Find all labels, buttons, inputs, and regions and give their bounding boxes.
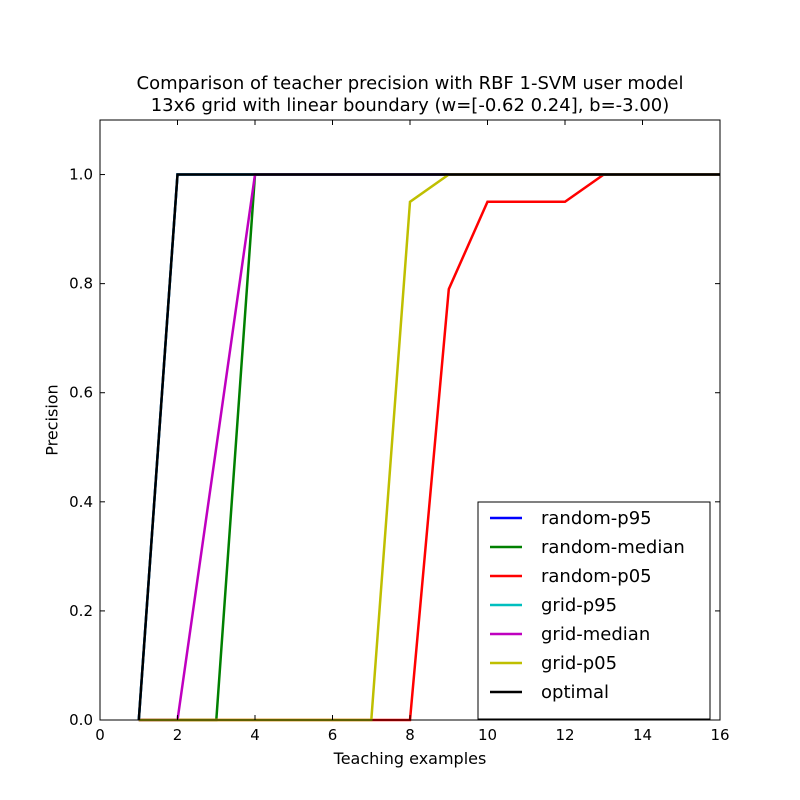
legend-label: grid-p05 xyxy=(541,653,617,674)
chart-subtitle: 13x6 grid with linear boundary (w=[-0.62… xyxy=(150,95,670,116)
y-tick-label: 0.6 xyxy=(69,384,93,402)
y-tick-label: 0.4 xyxy=(69,493,93,511)
x-tick-label: 16 xyxy=(710,726,729,744)
y-tick-label: 0.0 xyxy=(69,711,93,729)
x-tick-label: 6 xyxy=(328,726,338,744)
x-tick-label: 8 xyxy=(405,726,415,744)
y-tick-label: 1.0 xyxy=(69,166,93,184)
legend-label: random-p95 xyxy=(541,508,652,529)
y-tick-label: 0.2 xyxy=(69,602,93,620)
series-line-optimal xyxy=(137,173,720,721)
legend-label: random-median xyxy=(541,537,685,558)
x-tick-label: 10 xyxy=(478,726,497,744)
ticks-layer: 0 2 4 6 8 10 12 14 16 0.0 0.2 0.4 0.6 0.8 1.0 xyxy=(69,120,730,744)
y-tick-label: 0.8 xyxy=(69,275,93,293)
legend-label: random-p05 xyxy=(541,566,652,587)
x-axis-label: Teaching examples xyxy=(333,749,487,768)
legend-label: grid-p95 xyxy=(541,595,617,616)
legend-label: grid-median xyxy=(541,624,650,645)
chart-title: Comparison of teacher precision with RBF… xyxy=(136,73,684,94)
legend-box xyxy=(477,501,711,720)
x-tick-label: 12 xyxy=(555,726,574,744)
x-tick-label: 0 xyxy=(95,726,105,744)
legend: random-p95 random-median random-p05 grid-p9… xyxy=(477,501,711,720)
x-tick-label: 4 xyxy=(250,726,260,744)
x-tick-label: 14 xyxy=(633,726,652,744)
x-tick-label: 2 xyxy=(173,726,183,744)
legend-label: optimal xyxy=(541,682,609,703)
